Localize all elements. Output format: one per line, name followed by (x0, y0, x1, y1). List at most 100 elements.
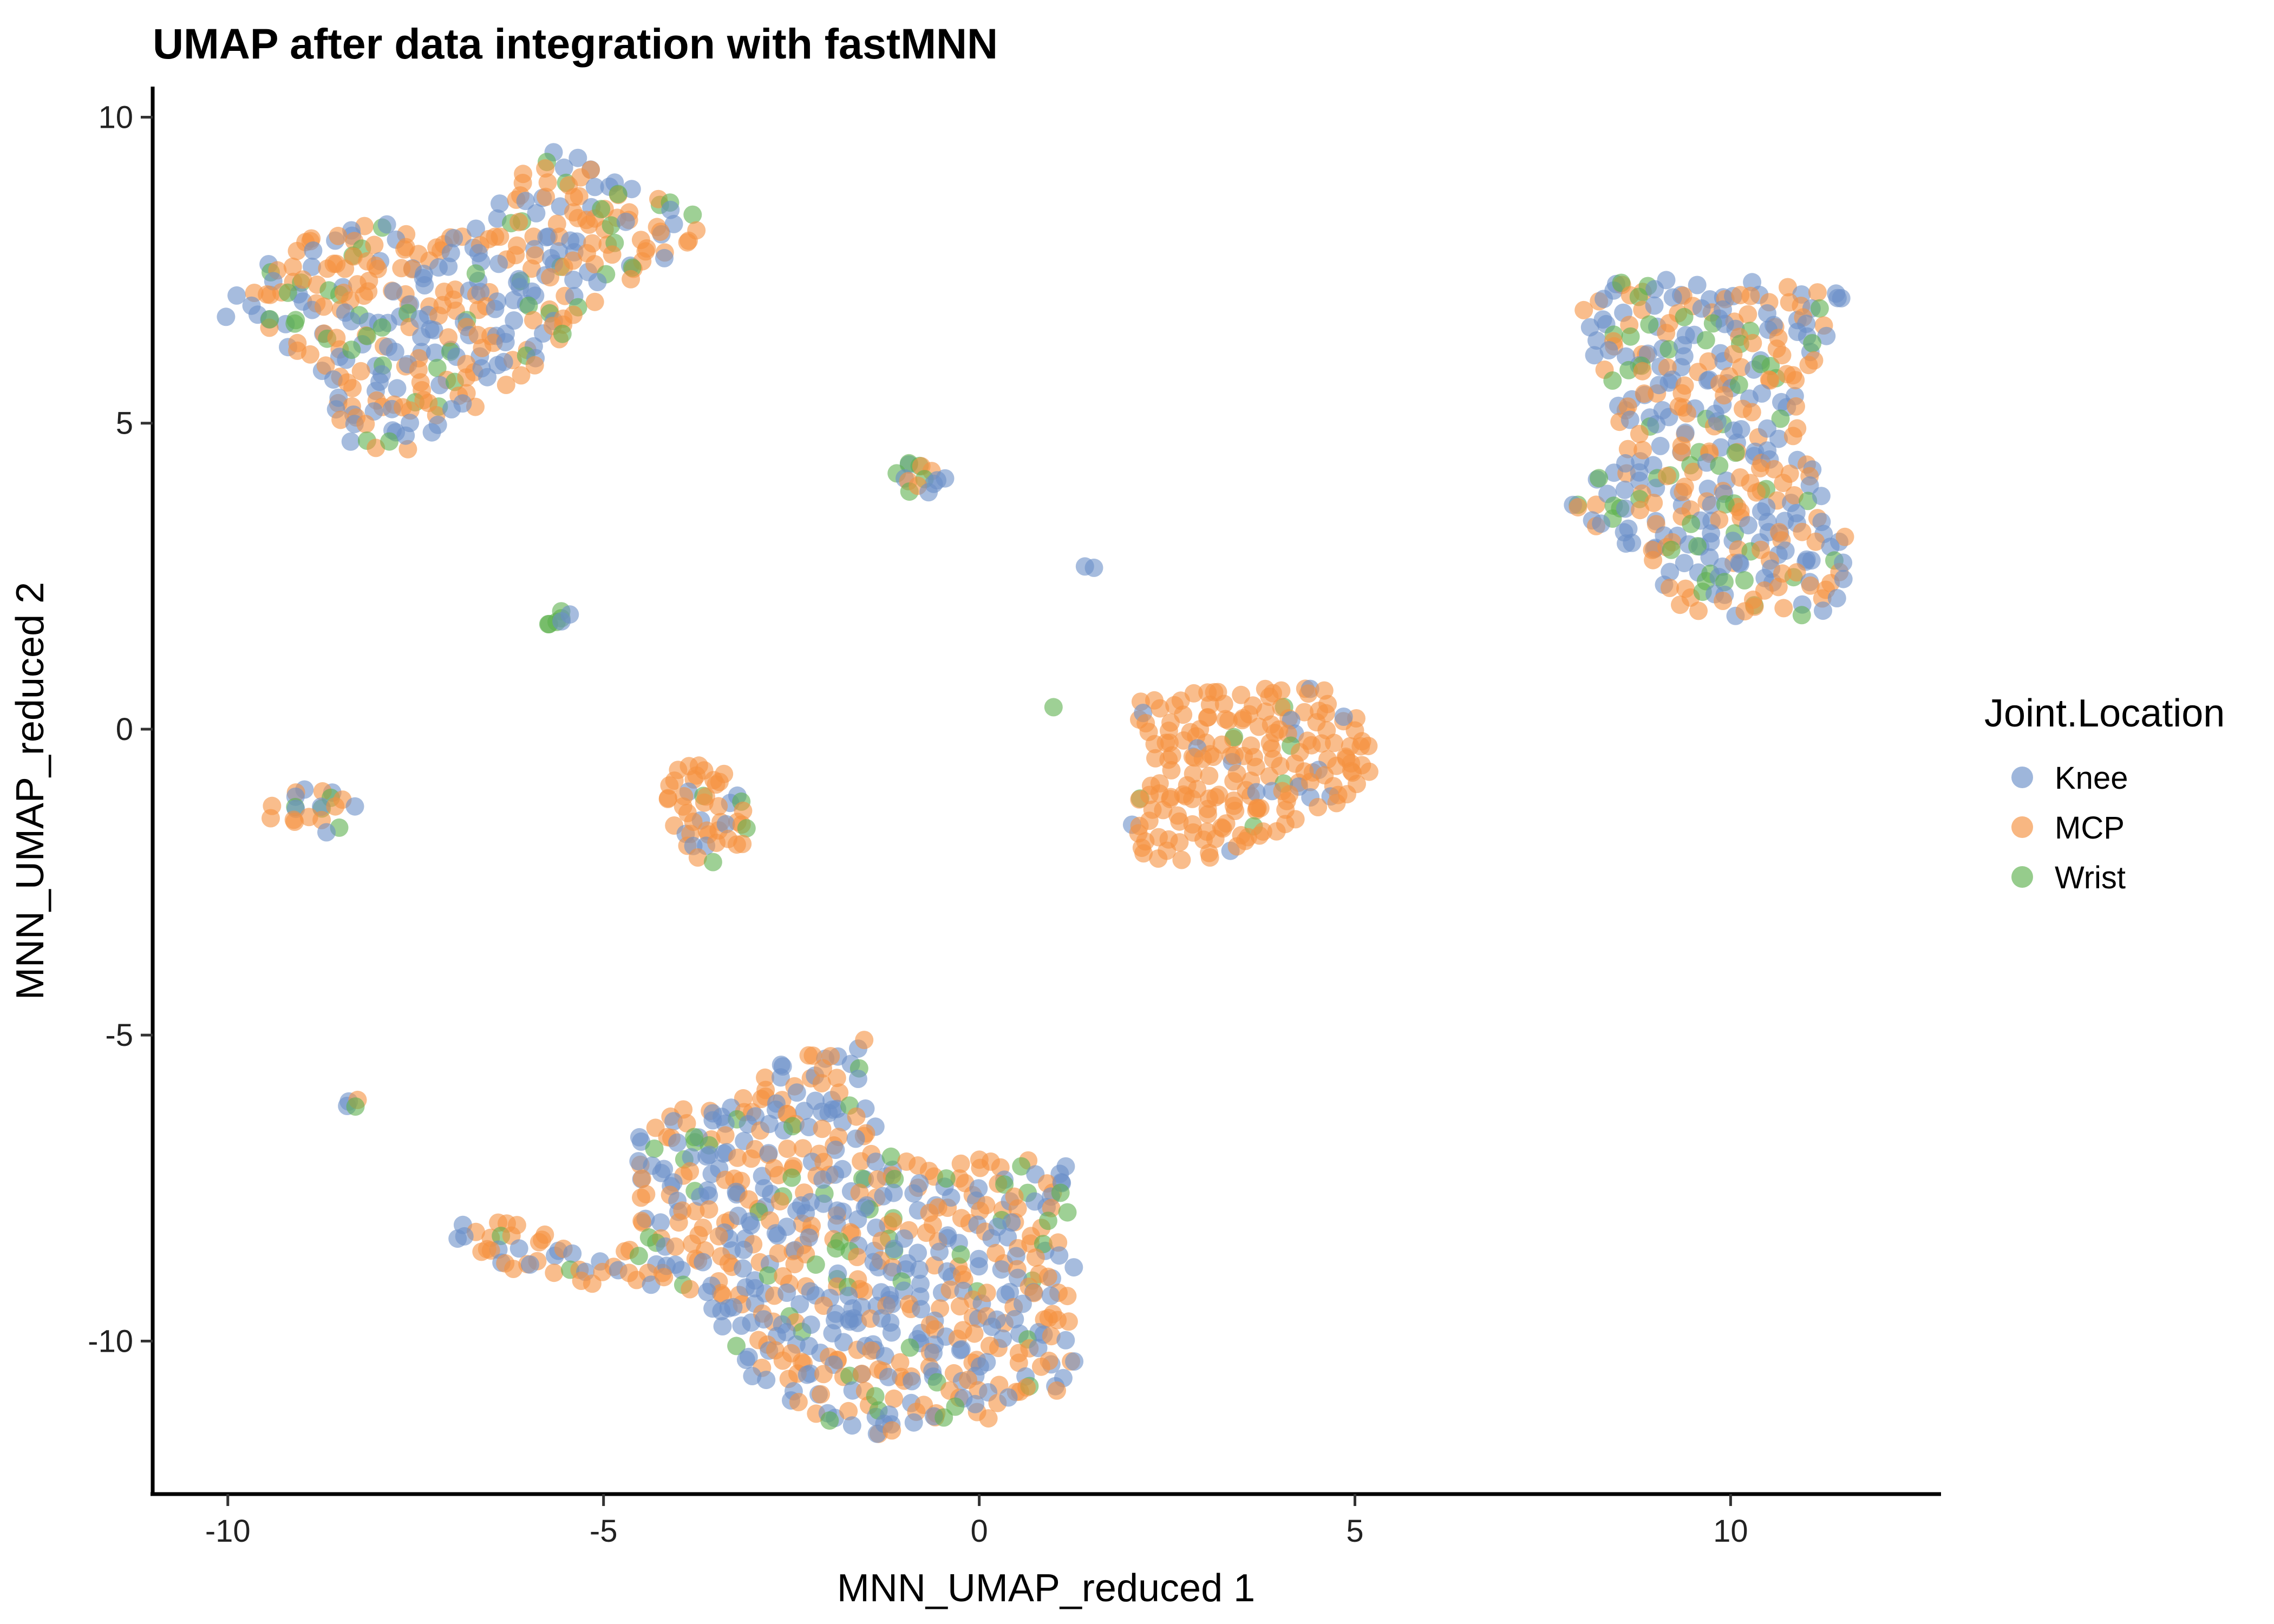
y-axis-ticks: -10 -5 0 5 10 (88, 100, 153, 1359)
point-mcp (862, 1341, 881, 1360)
point-mcp (343, 379, 362, 397)
point-mcp (814, 1059, 832, 1078)
point-wrist (951, 1245, 970, 1264)
point-mcp (581, 160, 600, 179)
point-mcp (326, 797, 345, 816)
point-mcp (742, 1149, 761, 1168)
point-mcp (538, 173, 557, 192)
point-knee (537, 228, 556, 247)
point-mcp (716, 1126, 735, 1145)
point-wrist (1752, 355, 1770, 374)
point-mcp (513, 174, 532, 192)
y-axis-label: MNN_UMAP_reduced 2 (9, 582, 52, 1000)
point-knee (912, 1300, 931, 1319)
point-mcp (1198, 800, 1217, 818)
point-mcp (884, 1212, 902, 1231)
point-mcp (1233, 711, 1252, 730)
point-knee (471, 283, 490, 302)
point-knee (585, 178, 604, 197)
point-mcp (1312, 734, 1331, 753)
point-mcp (537, 187, 556, 206)
point-mcp (813, 1119, 832, 1138)
point-mcp (365, 235, 384, 254)
point-mcp (1644, 551, 1663, 569)
point-wrist (342, 340, 361, 359)
x-tick-label: -5 (590, 1514, 618, 1549)
point-mcp (1058, 1287, 1077, 1306)
point-mcp (545, 1263, 564, 1282)
x-tick-label: 0 (970, 1514, 988, 1549)
point-knee (303, 257, 321, 276)
point-mcp (1040, 1351, 1058, 1370)
point-mcp (496, 376, 515, 394)
point-knee (1005, 1309, 1024, 1328)
point-knee (924, 1344, 943, 1362)
y-tick-label: 0 (116, 712, 133, 747)
point-knee (882, 1323, 901, 1342)
point-wrist (1640, 315, 1659, 334)
point-mcp (929, 1198, 948, 1217)
point-knee (1834, 569, 1853, 588)
point-mcp (262, 809, 280, 828)
point-mcp (1219, 711, 1238, 730)
point-mcp (603, 245, 622, 264)
point-knee (317, 823, 336, 842)
point-wrist (827, 1239, 845, 1258)
point-knee (743, 1367, 762, 1385)
point-mcp (1755, 581, 1774, 600)
point-knee (486, 299, 505, 318)
point-knee (1084, 558, 1103, 577)
point-mcp (1745, 597, 1764, 616)
point-mcp (773, 1351, 792, 1370)
point-knee (734, 1259, 753, 1278)
legend-item-knee: Knee (2011, 761, 2128, 796)
point-knee (588, 273, 607, 291)
point-mcp (1206, 829, 1225, 848)
point-mcp (883, 1421, 901, 1440)
point-knee (396, 426, 415, 445)
point-knee (1623, 533, 1642, 552)
point-knee (952, 1340, 971, 1359)
point-mcp (1161, 713, 1180, 732)
point-mcp (533, 1230, 551, 1249)
point-mcp (951, 1154, 970, 1173)
point-wrist (866, 1387, 885, 1406)
point-mcp (848, 1248, 867, 1266)
point-knee (867, 1424, 886, 1443)
x-axis-label: MNN_UMAP_reduced 1 (837, 1567, 1255, 1610)
point-mcp (709, 1227, 728, 1246)
point-mcp (1038, 1267, 1057, 1286)
point-knee (1620, 410, 1639, 429)
point-knee (1064, 1258, 1083, 1277)
point-mcp (1773, 346, 1792, 365)
point-knee (1619, 519, 1638, 538)
point-knee (324, 370, 343, 389)
point-knee (527, 204, 546, 222)
point-mcp (1227, 764, 1246, 783)
point-mcp (1130, 816, 1149, 835)
point-mcp (1677, 404, 1696, 423)
point-mcp (583, 1274, 602, 1293)
point-mcp (1657, 324, 1676, 343)
point-wrist (937, 1169, 956, 1188)
point-knee (930, 1242, 949, 1261)
point-knee (759, 1144, 778, 1163)
point-mcp (789, 1393, 808, 1411)
point-mcp (695, 793, 714, 812)
point-knee (1776, 541, 1795, 560)
point-knee (966, 1394, 985, 1413)
point-mcp (285, 813, 304, 831)
y-tick-label: -10 (88, 1324, 133, 1359)
point-mcp (1806, 532, 1825, 551)
point-mcp (627, 1271, 646, 1289)
point-mcp (1170, 812, 1189, 831)
point-wrist (278, 283, 297, 302)
point-wrist (853, 1169, 872, 1188)
point-knee (379, 338, 397, 356)
point-knee (694, 1253, 713, 1272)
point-knee (977, 1353, 996, 1372)
point-knee (563, 1244, 582, 1263)
point-mcp (327, 329, 346, 348)
point-wrist (1710, 456, 1729, 475)
point-wrist (346, 1097, 365, 1116)
